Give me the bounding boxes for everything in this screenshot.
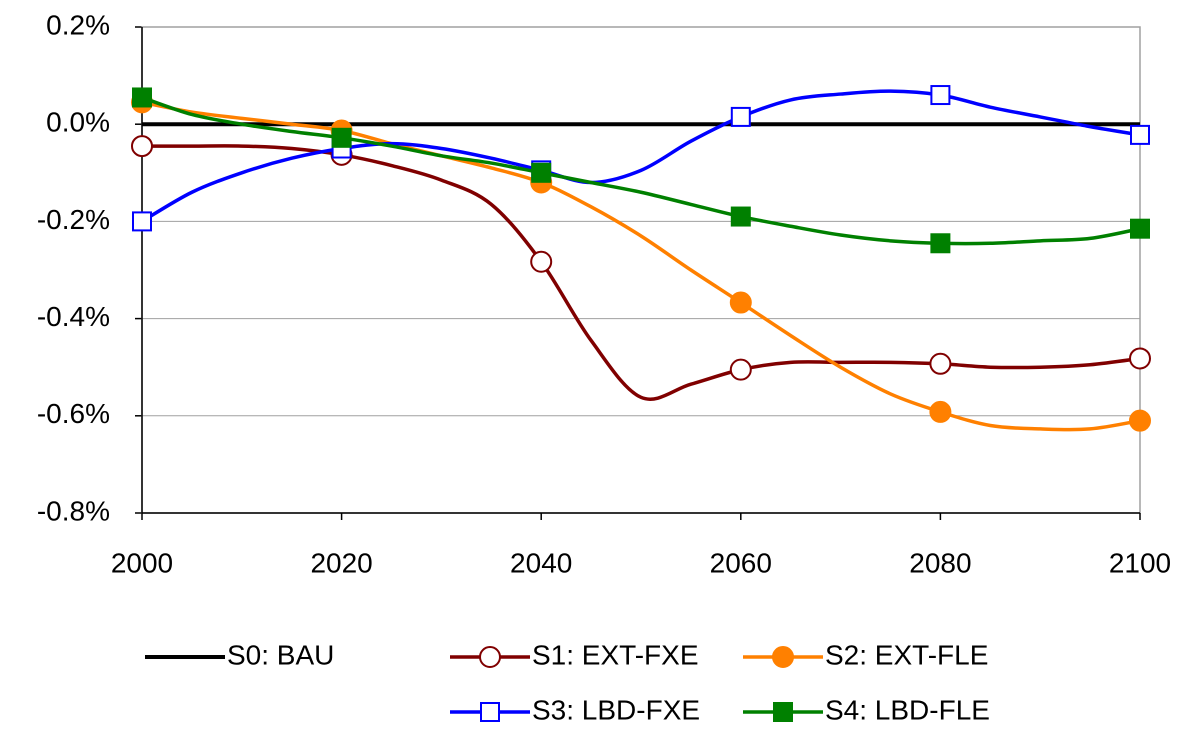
series-line [142,144,1141,401]
marker [929,352,952,375]
marker [930,85,951,106]
y-tick-label: -0.4% [37,301,110,332]
y-tick-label: -0.2% [37,204,110,235]
series-line [141,100,1141,432]
y-tick-label: -0.8% [37,495,110,526]
legend-label: S3: LBD-FXE [532,694,700,725]
x-tick-label: 2060 [710,547,772,578]
marker [331,127,352,148]
x-tick-label: 2020 [310,547,372,578]
marker [530,250,553,273]
series-line [141,95,1141,246]
marker [729,291,752,314]
y-tick-label: 0.2% [46,9,110,40]
marker [929,400,952,423]
marker [729,358,752,381]
y-tick-label: 0.0% [46,107,110,138]
marker [773,702,793,722]
marker [930,233,951,254]
x-tick-label: 2080 [909,547,971,578]
marker [132,87,152,108]
x-tick-label: 2040 [510,547,572,578]
marker [1130,218,1150,239]
legend-label: S4: LBD-FLE [825,694,990,725]
series-line [141,89,1141,223]
y-tick-label: -0.6% [37,398,110,429]
marker [531,162,552,183]
marker [1129,409,1151,432]
legend-label: S2: EXT-FLE [825,639,988,670]
marker [1130,124,1150,145]
marker [772,646,794,668]
legend-label: S1: EXT-FXE [532,639,699,670]
marker [132,211,152,232]
marker [480,702,500,722]
x-tick-label: 2000 [111,547,173,578]
marker [131,135,153,158]
legend-label: S0: BAU [227,639,334,670]
marker [479,646,501,668]
x-tick-label: 2100 [1109,547,1171,578]
marker [730,206,751,227]
marker [1129,347,1151,370]
marker [730,106,751,127]
